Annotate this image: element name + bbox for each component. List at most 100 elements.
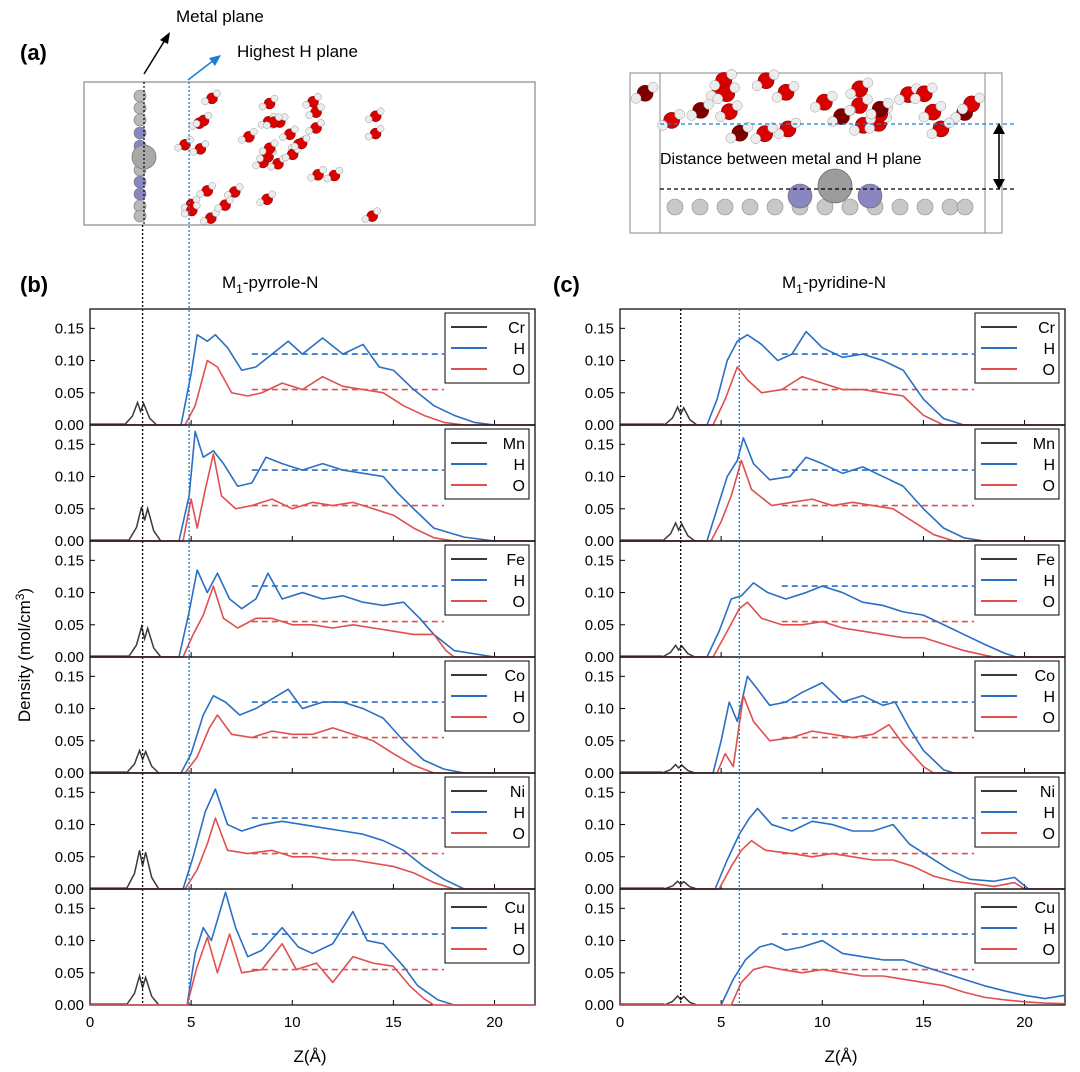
legend: Mn HO — [444, 428, 530, 500]
panel-label-c: (c) — [553, 272, 580, 297]
hydrogen-atom — [204, 111, 213, 120]
legend-label: O — [1043, 826, 1055, 843]
hydrogen-atom — [305, 111, 313, 119]
hydrogen-atom — [201, 140, 210, 148]
subplot-frame — [619, 888, 1066, 1006]
hydrogen-atom — [788, 81, 800, 92]
substrate-atom — [891, 198, 909, 216]
highest-h-plane-annotation: Highest H plane — [237, 42, 358, 61]
metal-density-line — [662, 763, 696, 774]
legend-label: H — [513, 573, 525, 590]
substrate-atom — [133, 126, 147, 140]
y-tick-label: 0.05 — [585, 617, 614, 634]
substrate-atom — [956, 198, 974, 216]
hydrogen-atom — [862, 77, 873, 89]
hydrogen-atom — [712, 93, 723, 105]
legend: Cr HO — [974, 312, 1060, 384]
metal-atom — [817, 168, 853, 204]
highest-h-plane-arrow-head — [209, 55, 221, 66]
h-density-line — [620, 807, 1065, 890]
hydrogen-atom — [957, 103, 968, 115]
y-axis-label: Density (mol/cm3) — [13, 588, 34, 722]
y-tick-label: 0.05 — [585, 501, 614, 518]
hydrogen-atom — [894, 94, 905, 105]
metal-density-line — [664, 880, 698, 890]
hydrogen-atom — [270, 94, 279, 103]
x-axis-label-b: Z(Å) — [293, 1047, 326, 1066]
legend-label: H — [1043, 921, 1055, 938]
substrate-atom — [766, 198, 784, 216]
hydrogen-atom — [751, 80, 763, 91]
legend: Fe HO — [974, 544, 1060, 616]
hydrogen-atom — [275, 113, 283, 121]
y-tick-label: 0.10 — [55, 585, 84, 602]
hydrogen-atom — [849, 125, 860, 136]
o-density-line — [90, 453, 535, 542]
y-tick-label: 0.10 — [585, 585, 614, 602]
distance-annotation: Distance between metal and H plane — [660, 151, 922, 168]
hydrogen-atom — [790, 117, 802, 129]
hydrogen-atom — [302, 101, 310, 109]
x-tick-label: 10 — [284, 1014, 301, 1031]
hydrogen-atom — [373, 207, 381, 215]
x-tick-label: 20 — [1016, 1014, 1033, 1031]
o-density-line — [90, 585, 535, 658]
legend-label: Co — [1035, 668, 1056, 685]
x-axis-label-c: Z(Å) — [824, 1047, 857, 1066]
legend: Cr HO — [444, 312, 530, 384]
hydrogen-atom — [189, 148, 198, 156]
subplot-frame — [89, 888, 536, 1006]
simulation-side-view — [83, 81, 536, 226]
hydrogen-atom — [715, 111, 726, 122]
hydrogen-atom — [376, 107, 385, 115]
o-density-line — [620, 459, 1065, 542]
panel-label-a: (a) — [20, 40, 47, 65]
h-density-line — [90, 333, 535, 426]
y-tick-label: 0.15 — [585, 668, 614, 685]
hydrogen-atom — [750, 133, 761, 144]
x-tick-label: 5 — [717, 1014, 725, 1031]
hydrogen-atom — [918, 111, 930, 123]
hydrogen-atom — [864, 123, 875, 134]
legend-label: O — [1043, 362, 1055, 379]
legend-label: Mn — [1033, 436, 1055, 453]
nitrogen-atom — [787, 183, 813, 209]
x-tick-label: 0 — [616, 1014, 624, 1031]
y-tick-label: 0.15 — [55, 320, 84, 337]
hydrogen-atom — [686, 110, 697, 121]
x-tick-label: 15 — [385, 1014, 402, 1031]
legend-label: H — [513, 921, 525, 938]
h-density-line — [620, 939, 1066, 1006]
x-tick-label: 20 — [486, 1014, 503, 1031]
legend-label: H — [1043, 573, 1055, 590]
hydrogen-atom — [927, 82, 938, 94]
y-tick-label: 0.05 — [585, 849, 614, 866]
hydrogen-atom — [768, 69, 780, 80]
legend-label: H — [513, 805, 525, 822]
y-tick-label: 0.05 — [55, 617, 84, 634]
subplot-mn: 0.00 0.05 0.10 0.15 Mn HO — [55, 424, 536, 550]
h-density-line — [620, 582, 1065, 658]
y-tick-label: 0.10 — [55, 933, 84, 950]
y-tick-label: 0.10 — [55, 817, 84, 834]
hydrogen-atom — [935, 100, 947, 112]
y-tick-label: 0.05 — [55, 501, 84, 518]
y-tick-label: 0.15 — [55, 784, 84, 801]
legend: Cu HO — [974, 892, 1060, 964]
subplot-ni: 0.00 0.05 0.10 0.15 Ni HO — [585, 772, 1066, 898]
y-tick-label: 0.00 — [585, 765, 614, 782]
o-density-line — [90, 359, 535, 426]
metal-density-line — [125, 748, 160, 774]
hydrogen-atom — [323, 174, 332, 183]
subplot-fe: 0.00 0.05 0.10 0.15 Fe HO — [55, 540, 536, 666]
subplot-co: 0.00 0.05 0.10 0.15 Co HO — [585, 656, 1066, 782]
y-tick-label: 0.00 — [55, 997, 84, 1014]
legend-label: O — [513, 826, 525, 843]
hydrogen-atom — [317, 119, 325, 127]
y-tick-label: 0.00 — [585, 997, 614, 1014]
hydrogen-atom — [317, 103, 325, 111]
hydrogen-atom — [268, 190, 276, 199]
legend: Cu HO — [444, 892, 530, 964]
x-tick-label: 10 — [814, 1014, 831, 1031]
legend-label: O — [1043, 478, 1055, 495]
